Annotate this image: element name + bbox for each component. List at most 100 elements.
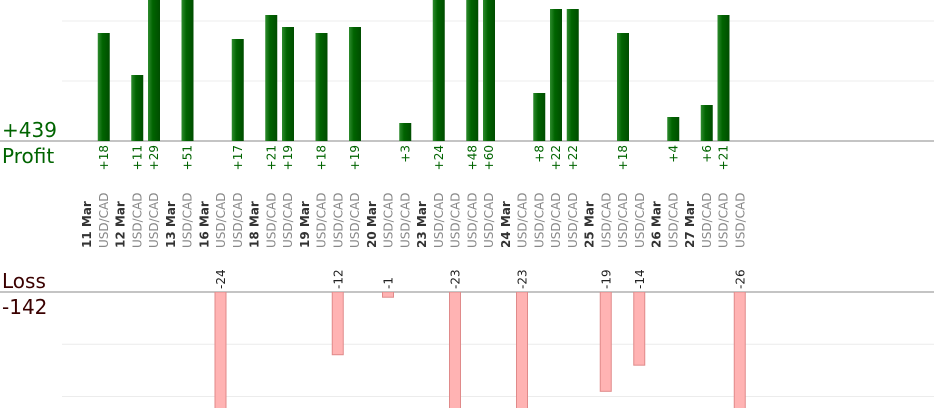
loss-value-label: -12 [331,269,345,289]
profit-value-label: +21 [264,145,278,170]
pair-label: USD/CAD [599,192,613,248]
profit-value-label: +22 [549,145,563,170]
profit-bar [265,15,278,141]
pair-label: USD/CAD [616,192,630,248]
profit-value-label: +60 [482,145,496,170]
loss-bar [733,292,746,408]
loss-bar [633,292,646,366]
profit-value-label: +6 [700,145,714,163]
profit-bar [466,0,479,141]
profit-label: Profit [2,144,54,168]
profit-value-label: +29 [147,145,161,170]
pair-label: USD/CAD [398,192,412,248]
date-label: 24 Mar [499,201,513,248]
profit-bar [617,33,629,141]
loss-value-label: -1 [382,277,396,289]
pair-label: USD/CAD [97,192,111,248]
profit-bar [566,9,579,141]
date-label: 12 Mar [114,201,128,248]
loss-value-label: -19 [599,269,613,289]
pair-label: USD/CAD [147,192,161,248]
pair-label: USD/CAD [130,192,144,248]
pair-label: USD/CAD [449,192,463,248]
pair-label: USD/CAD [532,192,546,248]
profit-bar [97,33,110,141]
date-label: 23 Mar [415,201,429,248]
profit-bar [533,93,546,141]
date-label: 26 Mar [650,201,664,248]
loss-value-label: -24 [214,269,228,289]
profit-value-label: +18 [97,145,111,170]
date-label: 19 Mar [298,201,312,248]
loss-bar [382,292,394,298]
pair-label: USD/CAD [566,192,580,248]
profit-value-label: +51 [181,145,195,170]
pair-label: USD/CAD [549,192,563,248]
pair-label: USD/CAD [315,192,329,248]
loss-bar [214,292,227,408]
profit-value-label: +17 [231,145,245,170]
profit-value-label: +4 [666,145,680,163]
profit-bar [399,123,412,141]
pair-label: USD/CAD [348,192,362,248]
profit-value-label: +22 [566,145,580,170]
profit-bar [231,39,244,141]
profit-bar [315,33,328,141]
date-label: 18 Mar [248,201,262,248]
pair-label: USD/CAD [331,192,345,248]
loss-label: Loss [2,269,46,293]
loss-bar [331,292,344,356]
pair-label: USD/CAD [465,192,479,248]
profit-value-label: +24 [432,145,446,170]
pair-label: USD/CAD [700,192,714,248]
loss-total: -142 [2,295,47,319]
profit-value-label: +18 [616,145,630,170]
date-label: 16 Mar [197,201,211,248]
date-label: 11 Mar [80,201,94,248]
profit-bar [432,0,445,141]
profit-value-label: +21 [717,145,731,170]
profit-total: +439 [2,118,57,142]
date-label: 27 Mar [683,201,697,248]
loss-value-label: -26 [733,269,747,289]
pair-label: USD/CAD [181,192,195,248]
profit-value-label: +18 [315,145,329,170]
pair-label: USD/CAD [382,192,396,248]
pair-label: USD/CAD [214,192,228,248]
profit-bar [717,15,730,141]
loss-bar [599,292,612,392]
profit-bar [667,117,680,141]
loss-bar [516,292,528,408]
pair-label: USD/CAD [432,192,446,248]
profit-value-label: +19 [348,145,362,170]
profit-bar [700,105,713,141]
profit-value-label: +19 [281,145,295,170]
pair-label: USD/CAD [281,192,295,248]
date-label: 20 Mar [365,201,379,248]
profit-bar [148,0,160,141]
pair-label: USD/CAD [717,192,731,248]
pair-label: USD/CAD [733,192,747,248]
loss-value-label: -23 [449,269,463,289]
loss-value-label: -14 [633,269,647,289]
date-label: 13 Mar [164,201,178,248]
pair-label: USD/CAD [482,192,496,248]
profit-bar [349,27,361,141]
profit-value-label: +48 [465,145,479,170]
pair-label: USD/CAD [633,192,647,248]
date-label: 25 Mar [583,201,597,248]
profit-bar [550,9,562,141]
loss-value-label: -23 [516,269,530,289]
pair-label: USD/CAD [516,192,530,248]
profit-value-label: +8 [532,145,546,163]
profit-bar [483,0,495,141]
profit-value-label: +3 [398,145,412,163]
profit-bar [131,75,144,141]
loss-area [214,292,746,408]
profit-bar [282,27,294,141]
profit-value-label: +11 [130,145,144,170]
pair-label: USD/CAD [231,192,245,248]
pair-label: USD/CAD [264,192,278,248]
